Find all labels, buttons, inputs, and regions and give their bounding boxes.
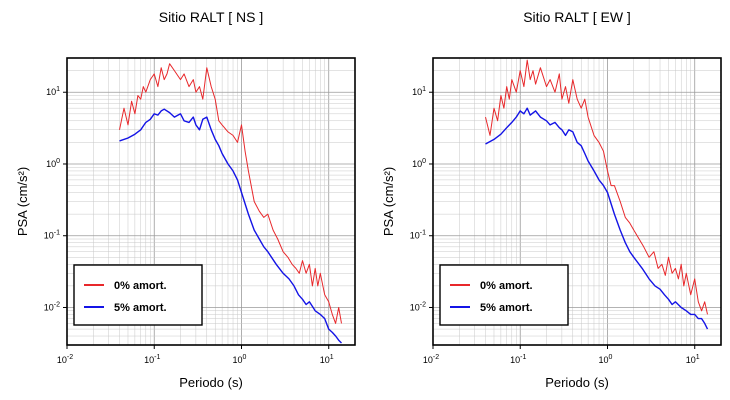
y-tick-label: 10-2 — [410, 301, 426, 312]
chart-panel-1: Sitio RALT [ NS ] 10-2 10-1 100 101 10-2 10-1 1… — [15, 9, 356, 390]
series-line-undamped — [119, 63, 342, 324]
x-axis-label: Periodo (s) — [545, 375, 609, 390]
y-tick-label: 101 — [412, 86, 426, 97]
plot-frame — [432, 57, 722, 346]
grid — [66, 57, 356, 346]
x-tick-label: 10-1 — [144, 354, 160, 365]
y-axis-label: PSA (cm/s²) — [15, 167, 30, 236]
y-tick-label: 100 — [46, 158, 60, 169]
chart-panel-2: Sitio RALT [ EW ] 10-2 10-1 100 101 10-2 10-1 1… — [381, 9, 722, 390]
y-axis-label: PSA (cm/s²) — [381, 167, 396, 236]
chart-title: Sitio RALT [ NS ] — [159, 9, 264, 25]
legend-label: 5% amort. — [480, 302, 533, 314]
y-tick-label: 10-1 — [44, 230, 60, 241]
y-tick-label: 10-2 — [44, 301, 60, 312]
x-tick-label: 100 — [599, 354, 613, 365]
y-tick-label: 10-1 — [410, 230, 426, 241]
x-tick-label: 10-1 — [510, 354, 526, 365]
plot-frame — [66, 57, 356, 346]
y-tick-label: 101 — [46, 86, 60, 97]
x-axis-label: Periodo (s) — [179, 375, 243, 390]
chart-title: Sitio RALT [ EW ] — [523, 9, 631, 25]
legend-box — [439, 264, 569, 326]
series-line-damped — [119, 108, 342, 344]
legend-label: 5% amort. — [114, 302, 167, 314]
legend-box — [73, 264, 203, 326]
legend-label: 0% amort. — [480, 280, 533, 292]
x-tick-label: 101 — [320, 354, 334, 365]
x-tick-label: 101 — [686, 354, 700, 365]
legend-label: 0% amort. — [114, 280, 167, 292]
series-line-undamped — [485, 59, 708, 315]
x-tick-label: 10-2 — [57, 354, 73, 365]
legend: 0% amort. 5% amort. — [73, 264, 203, 326]
y-tick-label: 100 — [412, 158, 426, 169]
x-tick-label: 10-2 — [423, 354, 439, 365]
x-tick-label: 100 — [233, 354, 247, 365]
legend: 0% amort. 5% amort. — [439, 264, 569, 326]
series-line-damped — [485, 107, 709, 330]
